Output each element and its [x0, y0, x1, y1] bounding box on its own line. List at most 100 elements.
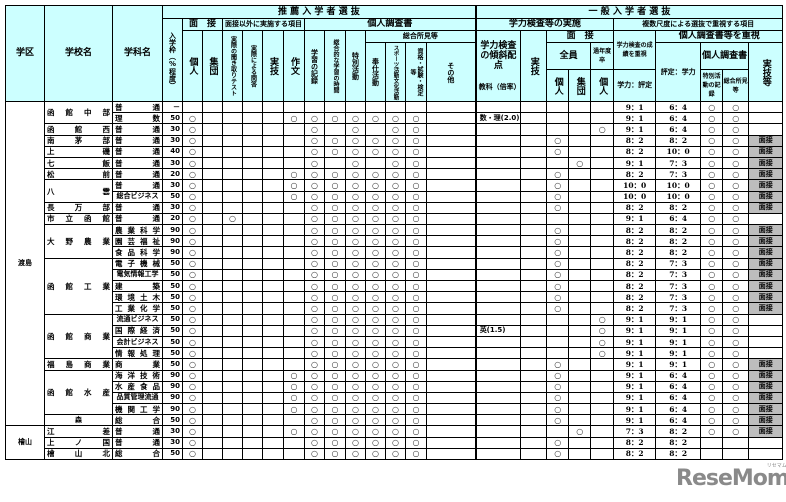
volunteer-cell: ○ — [365, 112, 386, 125]
study-record-cell: ○ — [304, 257, 325, 270]
qa-cell — [242, 447, 263, 461]
special-record-cell: ○ — [700, 257, 724, 270]
practical-cell — [262, 257, 284, 270]
special-activities-cell: ○ — [345, 403, 366, 416]
all-group-cell — [568, 324, 592, 337]
special-activities-cell: ○ — [345, 246, 366, 259]
qualification-cell: ○ — [405, 112, 427, 125]
special-activities-cell: ○ — [345, 414, 366, 427]
all-individual-cell: ○ — [546, 391, 570, 405]
header-weighting: 学力検査の傾斜配点 教科（倍率） — [474, 30, 522, 102]
general-findings-cell: ○ — [722, 224, 750, 237]
table-row: 環境土木 50 ○ ○ ○ ○ ○ ○ ○ ○ 8：2 7：3 ○ ○ 面接 — [6, 291, 784, 304]
integrated-study-cell: ○ — [324, 168, 346, 181]
special-activities-cell: ○ — [345, 279, 366, 293]
prev-year-individual-cell — [590, 145, 615, 158]
other-cell — [425, 324, 477, 337]
practical-cell — [262, 380, 284, 393]
integrated-study-cell — [324, 100, 346, 114]
interview-individual-cell: ○ — [182, 403, 203, 416]
integrated-study-cell: ○ — [324, 235, 346, 248]
interview-group-cell — [202, 347, 223, 360]
school-name: 函館中部 — [44, 100, 113, 125]
practical-cell — [262, 179, 284, 192]
prev-year-individual-cell: ○ — [590, 324, 615, 337]
general-findings-cell: ○ — [722, 246, 750, 259]
practical-etc-cell: 面接 — [748, 391, 784, 405]
school-name: 檜山北 — [44, 447, 113, 461]
other-cell — [425, 123, 477, 136]
table-row: 檜山北 総合 50 ○ ○ ○ ○ ○ ○ ○ ○ 8：2 8：2 — [6, 447, 784, 461]
essay-cell: ○ — [283, 403, 305, 416]
prev-year-individual-cell: ○ — [590, 123, 615, 136]
score-eval-ratio-cell: 8：2 — [613, 436, 657, 449]
header-prev-kojin: 個人 — [590, 69, 615, 102]
header-study-record: 学習の記録 — [304, 30, 325, 102]
special-record-cell: ○ — [700, 391, 724, 405]
all-group-cell: ○ — [568, 156, 592, 170]
district-cell: 檜山 — [5, 425, 45, 460]
qa-cell — [242, 335, 263, 349]
special-activities-cell: ○ — [345, 123, 366, 136]
eval-score-ratio-cell: 7：3 — [655, 291, 702, 304]
interview-group-cell — [202, 145, 223, 158]
other-cell — [425, 134, 477, 147]
interview-individual-cell: ○ — [182, 235, 203, 248]
integrated-study-cell: ○ — [324, 324, 346, 337]
qa-cell — [242, 224, 263, 237]
exam-practical-cell — [520, 168, 548, 181]
header-prev-year: 過年度卒 — [590, 41, 615, 71]
quota-cell: 50 — [162, 112, 183, 125]
eval-score-ratio-cell: 9：1 — [655, 313, 702, 326]
integrated-study-cell: ○ — [324, 313, 346, 326]
eval-score-ratio-cell: 7：3 — [655, 279, 702, 293]
special-activities-cell: ○ — [345, 291, 366, 304]
table-row: 食品科学 90 ○ ○ ○ ○ ○ ○ ○ ○ 8：2 8：2 ○ ○ 面接 — [6, 246, 784, 259]
quota-cell: 50 — [162, 324, 183, 337]
weighting-cell — [474, 347, 522, 360]
special-activities-cell — [345, 100, 366, 114]
sports-culture-cell: ○ — [385, 235, 406, 248]
qualification-cell: ○ — [405, 168, 427, 181]
special-activities-cell: ○ — [345, 235, 366, 248]
sports-culture-cell: ○ — [385, 279, 406, 293]
all-individual-cell: ○ — [546, 134, 570, 147]
special-record-cell: ○ — [700, 100, 724, 114]
listening-test-cell — [222, 335, 243, 349]
study-record-cell: ○ — [304, 324, 325, 337]
practical-etc-cell — [748, 100, 784, 114]
weighting-cell — [474, 224, 522, 237]
exam-practical-cell — [520, 447, 548, 461]
quota-cell: 30 — [162, 156, 183, 170]
interview-individual-cell: ○ — [182, 268, 203, 282]
eval-score-ratio-cell: 9：1 — [655, 347, 702, 360]
other-cell — [425, 425, 477, 438]
table-row: 函館水産 海洋技術 90 ○ ○ ○ ○ ○ ○ ○ ○ ○ 9：1 6：4 ○ ○ 面接 — [6, 369, 784, 416]
other-cell — [425, 246, 477, 259]
department-name: 普通 — [112, 201, 163, 214]
other-cell — [425, 235, 477, 248]
interview-individual-cell: ○ — [182, 246, 203, 259]
sports-culture-cell: ○ — [385, 380, 406, 393]
study-record-cell: ○ — [304, 279, 325, 293]
department-name: 普通 — [112, 134, 163, 147]
interview-group-cell — [202, 380, 223, 393]
qualification-cell: ○ — [405, 257, 427, 270]
header-practical: 実技 — [262, 30, 284, 102]
header-special-record: 特別活動の記録 — [700, 69, 724, 102]
other-cell — [425, 279, 477, 293]
weighting-cell — [474, 156, 522, 170]
interview-individual-cell: ○ — [182, 313, 203, 326]
practical-etc-cell: 面接 — [748, 268, 784, 282]
table-row: 国際経済 50 ○ ○ ○ ○ ○ ○ ○ 英(1.5) ○ 9：1 9：1 ○ ○ — [6, 324, 784, 337]
all-group-cell — [568, 335, 592, 349]
special-record-cell: ○ — [700, 358, 724, 371]
qualification-cell: ○ — [405, 302, 427, 315]
table-body: 渡島 函館中部 普通－ 9：1 6：4 ○ ○ 理数 50 ○ ○ ○ ○ ○ ○ ○ ○ 数・理(2.0) 9：1… — [5, 100, 784, 461]
prev-year-individual-cell — [590, 235, 615, 248]
study-record-cell: ○ — [304, 447, 325, 461]
other-cell — [425, 391, 477, 405]
listening-test-cell — [222, 100, 243, 114]
all-individual-cell — [546, 212, 570, 226]
department-name: 普通 — [112, 436, 163, 449]
